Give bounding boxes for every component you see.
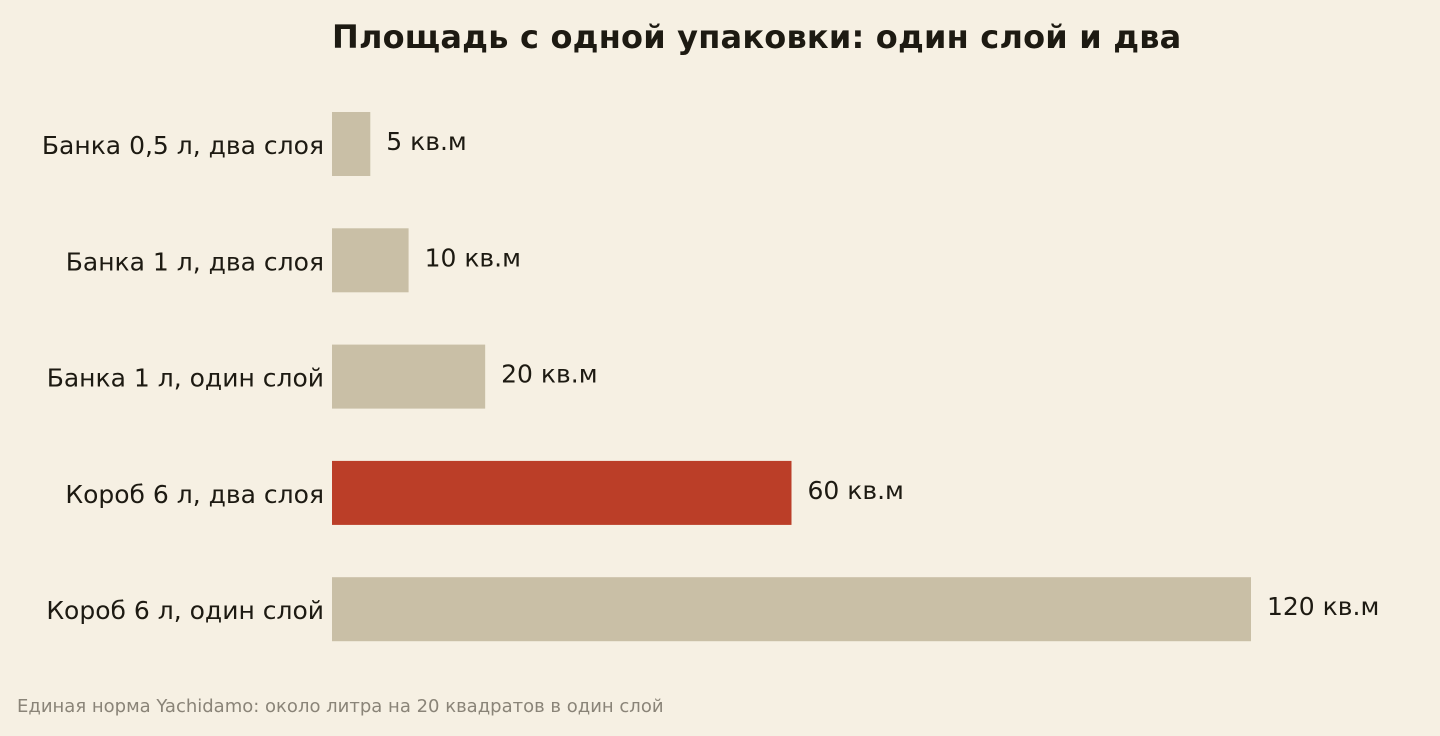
value-label: 10 кв.м bbox=[425, 243, 521, 272]
category-label: Банка 1 л, один слой bbox=[47, 364, 324, 393]
chart-title: Площадь с одной упаковки: один слой и дв… bbox=[332, 18, 1182, 56]
category-label: Банка 0,5 л, два слоя bbox=[42, 131, 324, 160]
value-label: 5 кв.м bbox=[386, 127, 467, 156]
bar bbox=[332, 460, 792, 525]
bar bbox=[332, 344, 486, 409]
value-label: 120 кв.м bbox=[1267, 592, 1379, 621]
value-label: 60 кв.м bbox=[808, 476, 904, 505]
bar bbox=[332, 228, 409, 293]
chart-footnote: Единая норма Yachidamo: около литра на 2… bbox=[17, 696, 664, 717]
category-label: Банка 1 л, два слоя bbox=[66, 247, 324, 276]
value-label: 20 кв.м bbox=[501, 360, 597, 389]
bar bbox=[332, 577, 1251, 642]
category-label: Короб 6 л, два слоя bbox=[65, 480, 324, 509]
category-label: Короб 6 л, один слой bbox=[46, 596, 324, 625]
bar bbox=[332, 112, 371, 176]
